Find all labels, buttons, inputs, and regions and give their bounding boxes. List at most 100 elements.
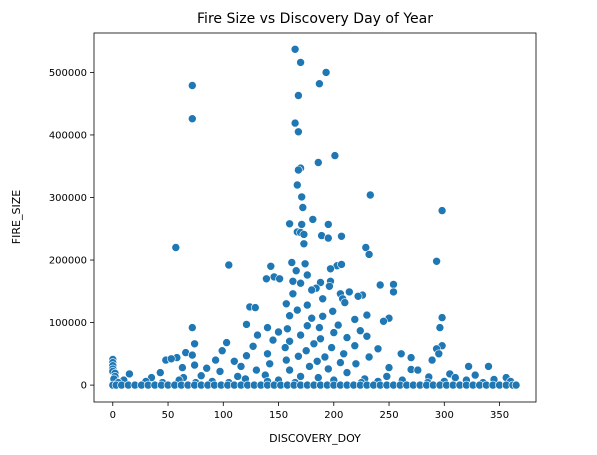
data-point-70 <box>285 311 294 321</box>
y-tick-label-0: 0 <box>81 381 87 392</box>
data-point-38 <box>266 261 276 271</box>
y-tick-label-3: 300000 <box>49 193 87 204</box>
data-point-92 <box>316 334 325 344</box>
data-point-89 <box>296 330 305 340</box>
data-point-0 <box>290 44 300 54</box>
data-point-83 <box>283 324 292 334</box>
y-axis-label: FIRE_SIZE <box>10 190 23 244</box>
data-point-29 <box>361 243 371 252</box>
data-point-77 <box>242 320 251 329</box>
data-point-123 <box>230 356 239 366</box>
data-point-73 <box>350 315 360 324</box>
data-point-91 <box>342 333 352 342</box>
data-point-135 <box>305 362 314 371</box>
data-point-127 <box>312 356 322 366</box>
y-tick-label-4: 400000 <box>49 130 87 141</box>
data-point-74 <box>307 313 317 323</box>
data-point-45 <box>288 276 298 286</box>
data-point-31 <box>364 250 374 259</box>
data-point-104 <box>373 344 383 354</box>
data-point-39 <box>291 266 301 276</box>
x-tick-label-0: 0 <box>110 410 116 421</box>
data-point-158 <box>233 372 242 381</box>
data-point-82 <box>263 323 272 332</box>
data-point-6 <box>188 114 197 123</box>
data-point-5 <box>294 91 303 100</box>
data-point-17 <box>298 203 308 212</box>
data-point-100 <box>248 341 258 351</box>
data-point-141 <box>323 364 333 374</box>
data-point-114 <box>294 351 303 361</box>
data-point-90 <box>362 331 372 341</box>
data-point-51 <box>325 281 334 291</box>
data-point-137 <box>178 363 187 372</box>
data-point-112 <box>188 350 197 360</box>
data-point-16 <box>437 206 447 215</box>
data-point-62 <box>340 298 350 307</box>
data-point-252 <box>511 380 521 390</box>
data-point-134 <box>236 362 246 371</box>
data-point-25 <box>337 232 346 241</box>
data-point-93 <box>268 335 278 345</box>
data-point-34 <box>287 258 297 267</box>
data-point-54 <box>344 287 354 297</box>
data-point-66 <box>251 303 260 312</box>
data-point-86 <box>274 327 283 337</box>
data-point-4 <box>315 79 324 88</box>
data-point-64 <box>302 300 312 310</box>
data-point-35 <box>300 259 310 269</box>
data-point-30 <box>299 239 309 249</box>
data-point-46 <box>316 278 325 287</box>
data-point-2 <box>321 68 331 77</box>
data-point-122 <box>211 355 220 365</box>
data-point-32 <box>432 256 441 266</box>
x-tick-label-3: 150 <box>269 410 288 421</box>
data-point-15 <box>297 192 307 202</box>
data-point-41 <box>302 270 312 280</box>
data-point-94 <box>285 336 294 346</box>
data-point-108 <box>396 349 406 359</box>
x-tick-label-1: 50 <box>162 410 175 421</box>
data-point-150 <box>125 369 134 379</box>
y-tick-label-2: 200000 <box>49 256 87 267</box>
data-point-63 <box>281 299 291 309</box>
data-point-163 <box>313 373 323 382</box>
data-point-33 <box>224 260 234 270</box>
data-point-14 <box>365 190 375 200</box>
data-point-50 <box>296 278 305 288</box>
data-point-76 <box>379 316 388 326</box>
data-point-67 <box>292 305 302 315</box>
data-point-128 <box>336 358 345 367</box>
data-point-44 <box>262 274 271 284</box>
data-point-95 <box>222 338 231 347</box>
data-point-138 <box>384 363 394 372</box>
data-point-78 <box>188 323 197 332</box>
y-tick-label-5: 500000 <box>49 68 87 79</box>
data-point-59 <box>389 287 398 297</box>
data-point-99 <box>350 341 360 351</box>
data-point-87 <box>329 328 339 337</box>
plot-frame <box>93 32 537 403</box>
x-tick-label-5: 250 <box>379 410 398 421</box>
data-point-71 <box>437 313 447 322</box>
data-point-9 <box>330 151 340 160</box>
data-point-12 <box>294 165 303 175</box>
data-point-162 <box>450 373 460 382</box>
data-point-58 <box>353 291 363 301</box>
data-point-88 <box>253 330 262 340</box>
data-point-27 <box>323 233 333 243</box>
x-axis: 0 50 100 150 200 250 300 350 <box>110 402 509 421</box>
data-point-121 <box>167 354 176 364</box>
data-point-157 <box>382 372 392 381</box>
data-point-3 <box>188 81 197 90</box>
y-axis: 0 100000 200000 300000 400000 500000 <box>49 68 94 392</box>
data-point-21 <box>297 220 307 229</box>
data-point-105 <box>217 346 227 356</box>
data-point-153 <box>470 370 480 380</box>
data-point-96 <box>190 339 199 349</box>
data-point-110 <box>339 349 349 359</box>
data-point-19 <box>285 219 294 229</box>
data-point-115 <box>320 352 330 362</box>
data-point-49 <box>389 280 398 289</box>
